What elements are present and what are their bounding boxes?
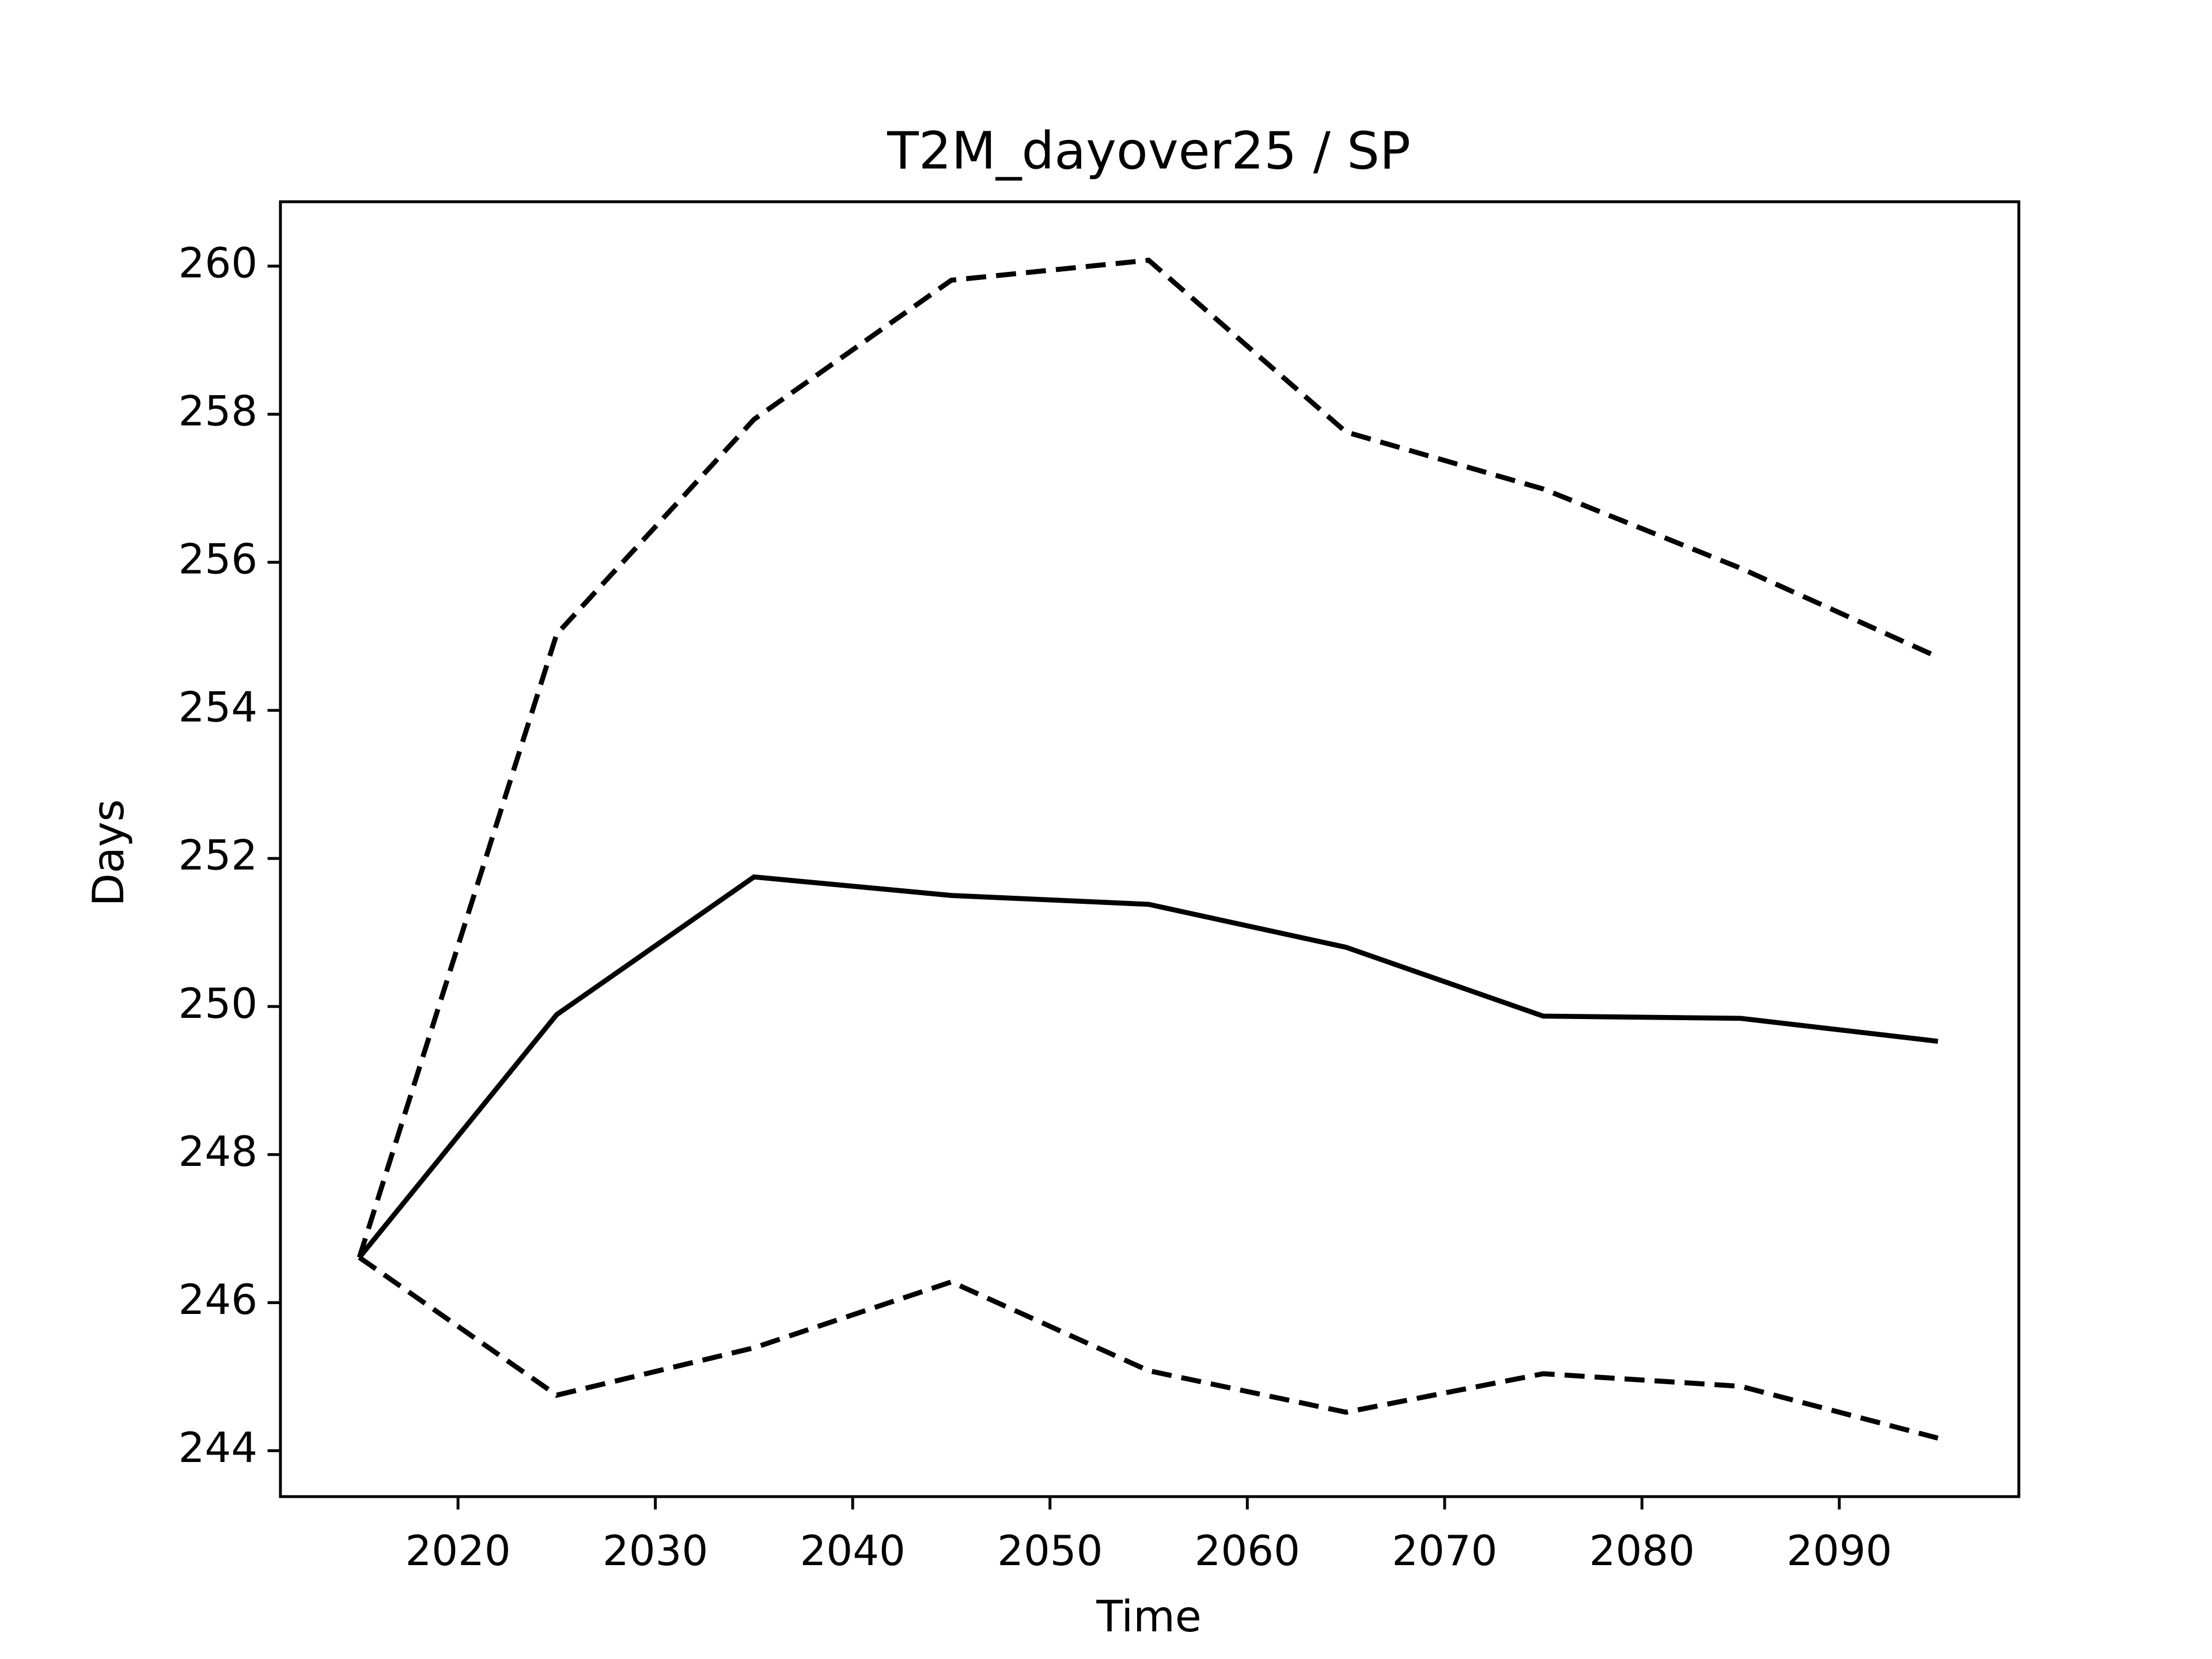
- x-tick-label: 2050: [997, 1527, 1103, 1575]
- plot-frame: [279, 200, 2021, 1498]
- data-line: [357, 874, 1938, 1259]
- y-tick-label: 260: [179, 239, 257, 287]
- x-tick-label: 2030: [603, 1527, 708, 1575]
- y-tick-label: 254: [179, 683, 257, 732]
- y-tick-label: 250: [179, 979, 257, 1028]
- y-axis-label: Days: [84, 799, 134, 906]
- x-tick-label: 2080: [1589, 1527, 1695, 1575]
- x-axis-label: Time: [1096, 1592, 1201, 1642]
- x-tick-label: 2060: [1195, 1527, 1300, 1575]
- y-tick-label: 252: [179, 831, 257, 880]
- data-line: [357, 257, 1940, 1259]
- data-line: [358, 1255, 1939, 1441]
- x-tick-label: 2090: [1786, 1527, 1892, 1575]
- x-tick-label: 2040: [800, 1527, 906, 1575]
- chart-title: T2M_dayover25 / SP: [887, 122, 1411, 181]
- x-tick-label: 2070: [1392, 1527, 1497, 1575]
- y-tick-label: 258: [179, 387, 257, 435]
- x-tick-label: 2020: [405, 1527, 510, 1575]
- y-tick-label: 248: [179, 1127, 257, 1176]
- y-tick-label: 256: [179, 535, 257, 584]
- y-tick-label: 246: [179, 1275, 257, 1324]
- y-tick-label: 244: [179, 1423, 257, 1472]
